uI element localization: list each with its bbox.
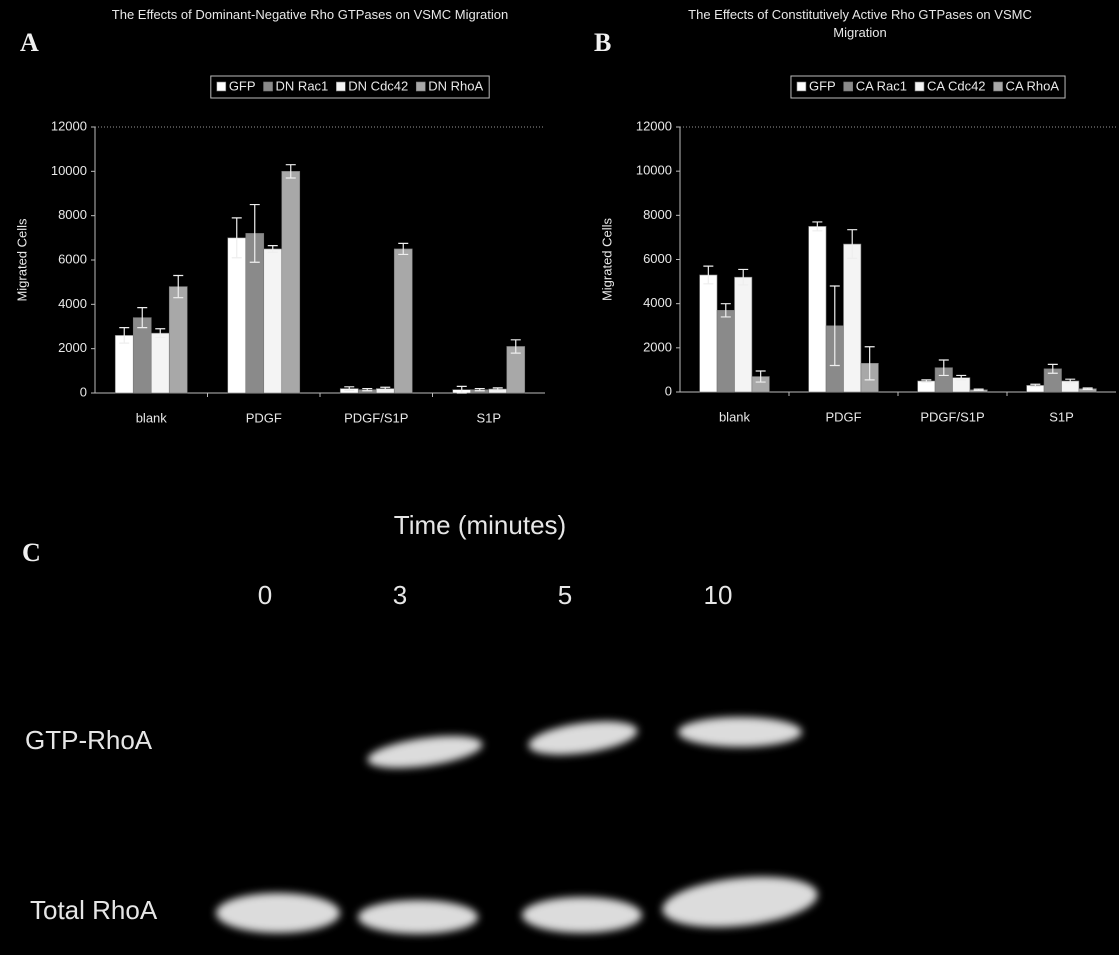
bar [700,275,717,392]
y-tick-label: 2000 [58,340,87,355]
y-tick-label: 8000 [643,207,672,222]
y-tick-label: 10000 [51,163,87,178]
legend-label: CA RhoA [1006,78,1060,93]
chart-title: The Effects of Constitutively Active Rho… [660,6,1060,41]
bar [264,249,282,393]
legend-swatch [416,82,425,91]
legend-label: CA Rac1 [856,78,907,93]
panel-label: B [594,28,611,57]
blot-bands [216,715,820,934]
bar [228,238,246,393]
time-label: 5 [558,580,572,610]
bar [169,287,187,393]
legend-swatch [264,82,273,91]
bar [133,318,151,393]
blot-title: Time (minutes) [394,510,566,540]
figure: A B C Time (minutes) 0 3 5 10 GTP-RhoA T… [0,0,1119,955]
y-tick-label: 12000 [51,118,87,133]
legend-swatch [915,82,924,91]
legend-swatch [797,82,806,91]
y-tick-label: 0 [665,383,672,398]
x-tick-label: PDGF [825,409,861,424]
y-tick-label: 10000 [636,163,672,178]
legend-label: DN RhoA [428,78,483,93]
y-axis-label: Migrated Cells [14,218,29,302]
y-axis-label: Migrated Cells [599,217,614,301]
bar [844,244,861,392]
row-label: GTP-RhoA [25,725,153,755]
legend: GFP DN Rac1 DN Cdc42 DN RhoA [217,78,484,93]
x-tick-label: S1P [476,410,501,425]
time-label: 0 [258,580,272,610]
legend-label: DN Cdc42 [348,78,408,93]
legend-swatch [994,82,1003,91]
bar [115,335,133,393]
legend-swatch [844,82,853,91]
legend-label: DN Rac1 [276,78,329,93]
chart-title: The Effects of Dominant-Negative Rho GTP… [110,6,510,50]
y-tick-label: 0 [80,384,87,399]
time-label: 10 [704,580,733,610]
panel-label: C [22,538,41,567]
legend-label: GFP [229,78,256,93]
y-tick-label: 6000 [643,251,672,266]
y-tick-label: 4000 [58,296,87,311]
chart-title: The Effects of Constitutively Active Rho… [660,6,1060,50]
bar [809,226,826,392]
x-tick-label: blank [136,410,168,425]
bar [282,171,300,393]
panel-label: A [20,28,39,57]
bar [735,277,752,392]
x-tick-label: blank [719,409,751,424]
legend-swatch [217,82,226,91]
bar [394,249,412,393]
time-label: 3 [393,580,407,610]
x-tick-label: PDGF/S1P [920,409,984,424]
legend-label: GFP [809,78,836,93]
x-tick-label: PDGF/S1P [344,410,408,425]
bar [151,333,169,393]
y-tick-label: 12000 [636,118,672,133]
chart-title: The Effects of Dominant-Negative Rho GTP… [110,6,510,24]
legend: GFP CA Rac1 CA Cdc42 CA RhoA [797,78,1059,93]
legend-label: CA Cdc42 [927,78,986,93]
y-tick-label: 4000 [643,295,672,310]
legend-swatch [336,82,345,91]
x-tick-label: PDGF [246,410,282,425]
y-tick-label: 8000 [58,207,87,222]
x-tick-label: S1P [1049,409,1074,424]
row-label: Total RhoA [30,895,158,925]
y-tick-label: 6000 [58,251,87,266]
bar [717,310,734,392]
y-tick-label: 2000 [643,339,672,354]
